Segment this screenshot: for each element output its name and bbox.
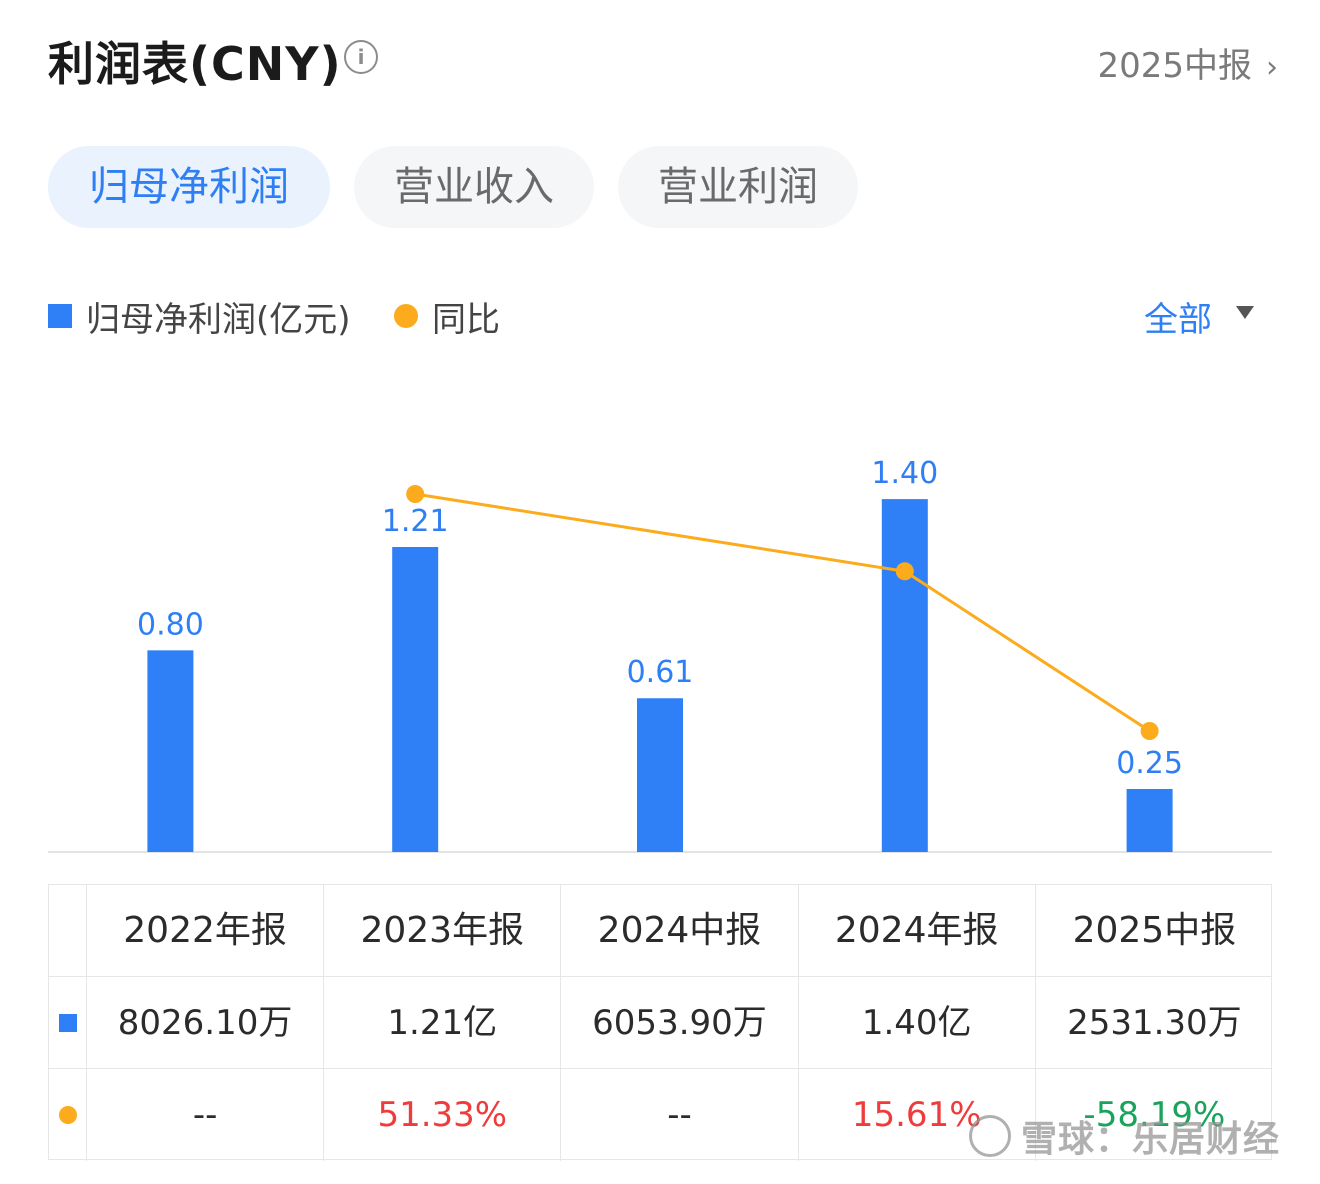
watermark: 雪球：乐居财经 [968,1110,1280,1162]
table-row-values: 8026.10万 1.21亿 6053.90万 1.40亿 2531.30万 [49,977,1271,1069]
yoy-cell-3: 15.61% [799,1069,1036,1161]
line-marker-icon [59,1106,77,1124]
yoy-cell-2: -- [561,1069,799,1161]
yoy-cell-0: -- [87,1069,325,1161]
bar-label-3: 1.40 [871,456,938,491]
chart-legend: 归母净利润(亿元) 同比 全部 [48,292,1278,340]
chart: 0.80 1.21 0.61 1.40 0.25 [48,456,1272,853]
legend-bar-label: 归母净利润(亿元) [86,300,351,340]
bar-label-2: 0.61 [627,655,694,690]
data-table: 2022年报 2023年报 2024中报 2024年报 2025中报 8026.10万 1… [48,884,1272,1161]
yoy-line [414,492,1151,733]
value-cell-3: 1.40亿 [799,977,1036,1069]
yoy-cell-4: -58.19% [1083,1095,1226,1135]
bar-1[interactable] [392,547,439,852]
column-header-2: 2024中报 [561,885,799,977]
bar-0[interactable] [147,650,194,852]
bar-marker-icon [59,1014,77,1032]
bar-label-0: 0.80 [137,607,204,642]
yoy-point-4[interactable] [1140,722,1159,740]
yoy-point-1[interactable] [406,485,425,503]
legend-line-label: 同比 [432,300,500,340]
column-header-1: 2023年报 [324,885,562,977]
legend-bar-swatch [48,304,72,328]
bar-4[interactable] [1126,788,1173,852]
table-header-row: 2022年报 2023年报 2024中报 2024年报 2025中报 [49,885,1271,977]
caret-down-icon[interactable] [1236,306,1254,319]
page-title: 利润表(CNY) [48,37,342,91]
value-cell-4: 2531.30万 [1067,1003,1242,1043]
table-corner [49,885,87,977]
period-label: 2025中报 [1097,46,1252,86]
header: 利润表(CNY) i 2025中报 › [48,24,1278,94]
value-cell-2: 6053.90万 [561,977,799,1069]
range-filter[interactable]: 全部 [1144,300,1212,340]
period-selector[interactable]: 2025中报 › [1097,38,1278,87]
value-cell-1: 1.21亿 [324,977,562,1069]
info-icon[interactable]: i [344,40,378,74]
chevron-right-icon: › [1266,50,1278,85]
tab-operating-profit[interactable]: 营业利润 [618,146,858,228]
legend-line-swatch [394,304,418,328]
tab-net-profit[interactable]: 归母净利润 [48,146,330,228]
xueqiu-logo-icon [968,1115,1011,1157]
row-bar-marker [49,977,87,1069]
column-header-3: 2024年报 [799,885,1036,977]
yoy-point-3[interactable] [895,562,914,581]
bar-label-4: 0.25 [1116,746,1183,781]
row-line-marker [49,1069,87,1161]
bar-3[interactable] [881,499,928,852]
yoy-cell-1: 51.33% [324,1069,562,1161]
table-row-yoy: -- 51.33% -- 15.61% -58.19% [49,1069,1271,1161]
watermark-text: 雪球：乐居财经 [1020,1119,1280,1160]
tab-revenue[interactable]: 营业收入 [354,146,594,228]
bar-2[interactable] [637,698,683,852]
bar-label-1: 1.21 [382,504,449,539]
value-cell-0: 8026.10万 [87,977,325,1069]
column-header-0: 2022年报 [87,885,325,977]
column-header-4: 2025中报 [1072,910,1237,951]
